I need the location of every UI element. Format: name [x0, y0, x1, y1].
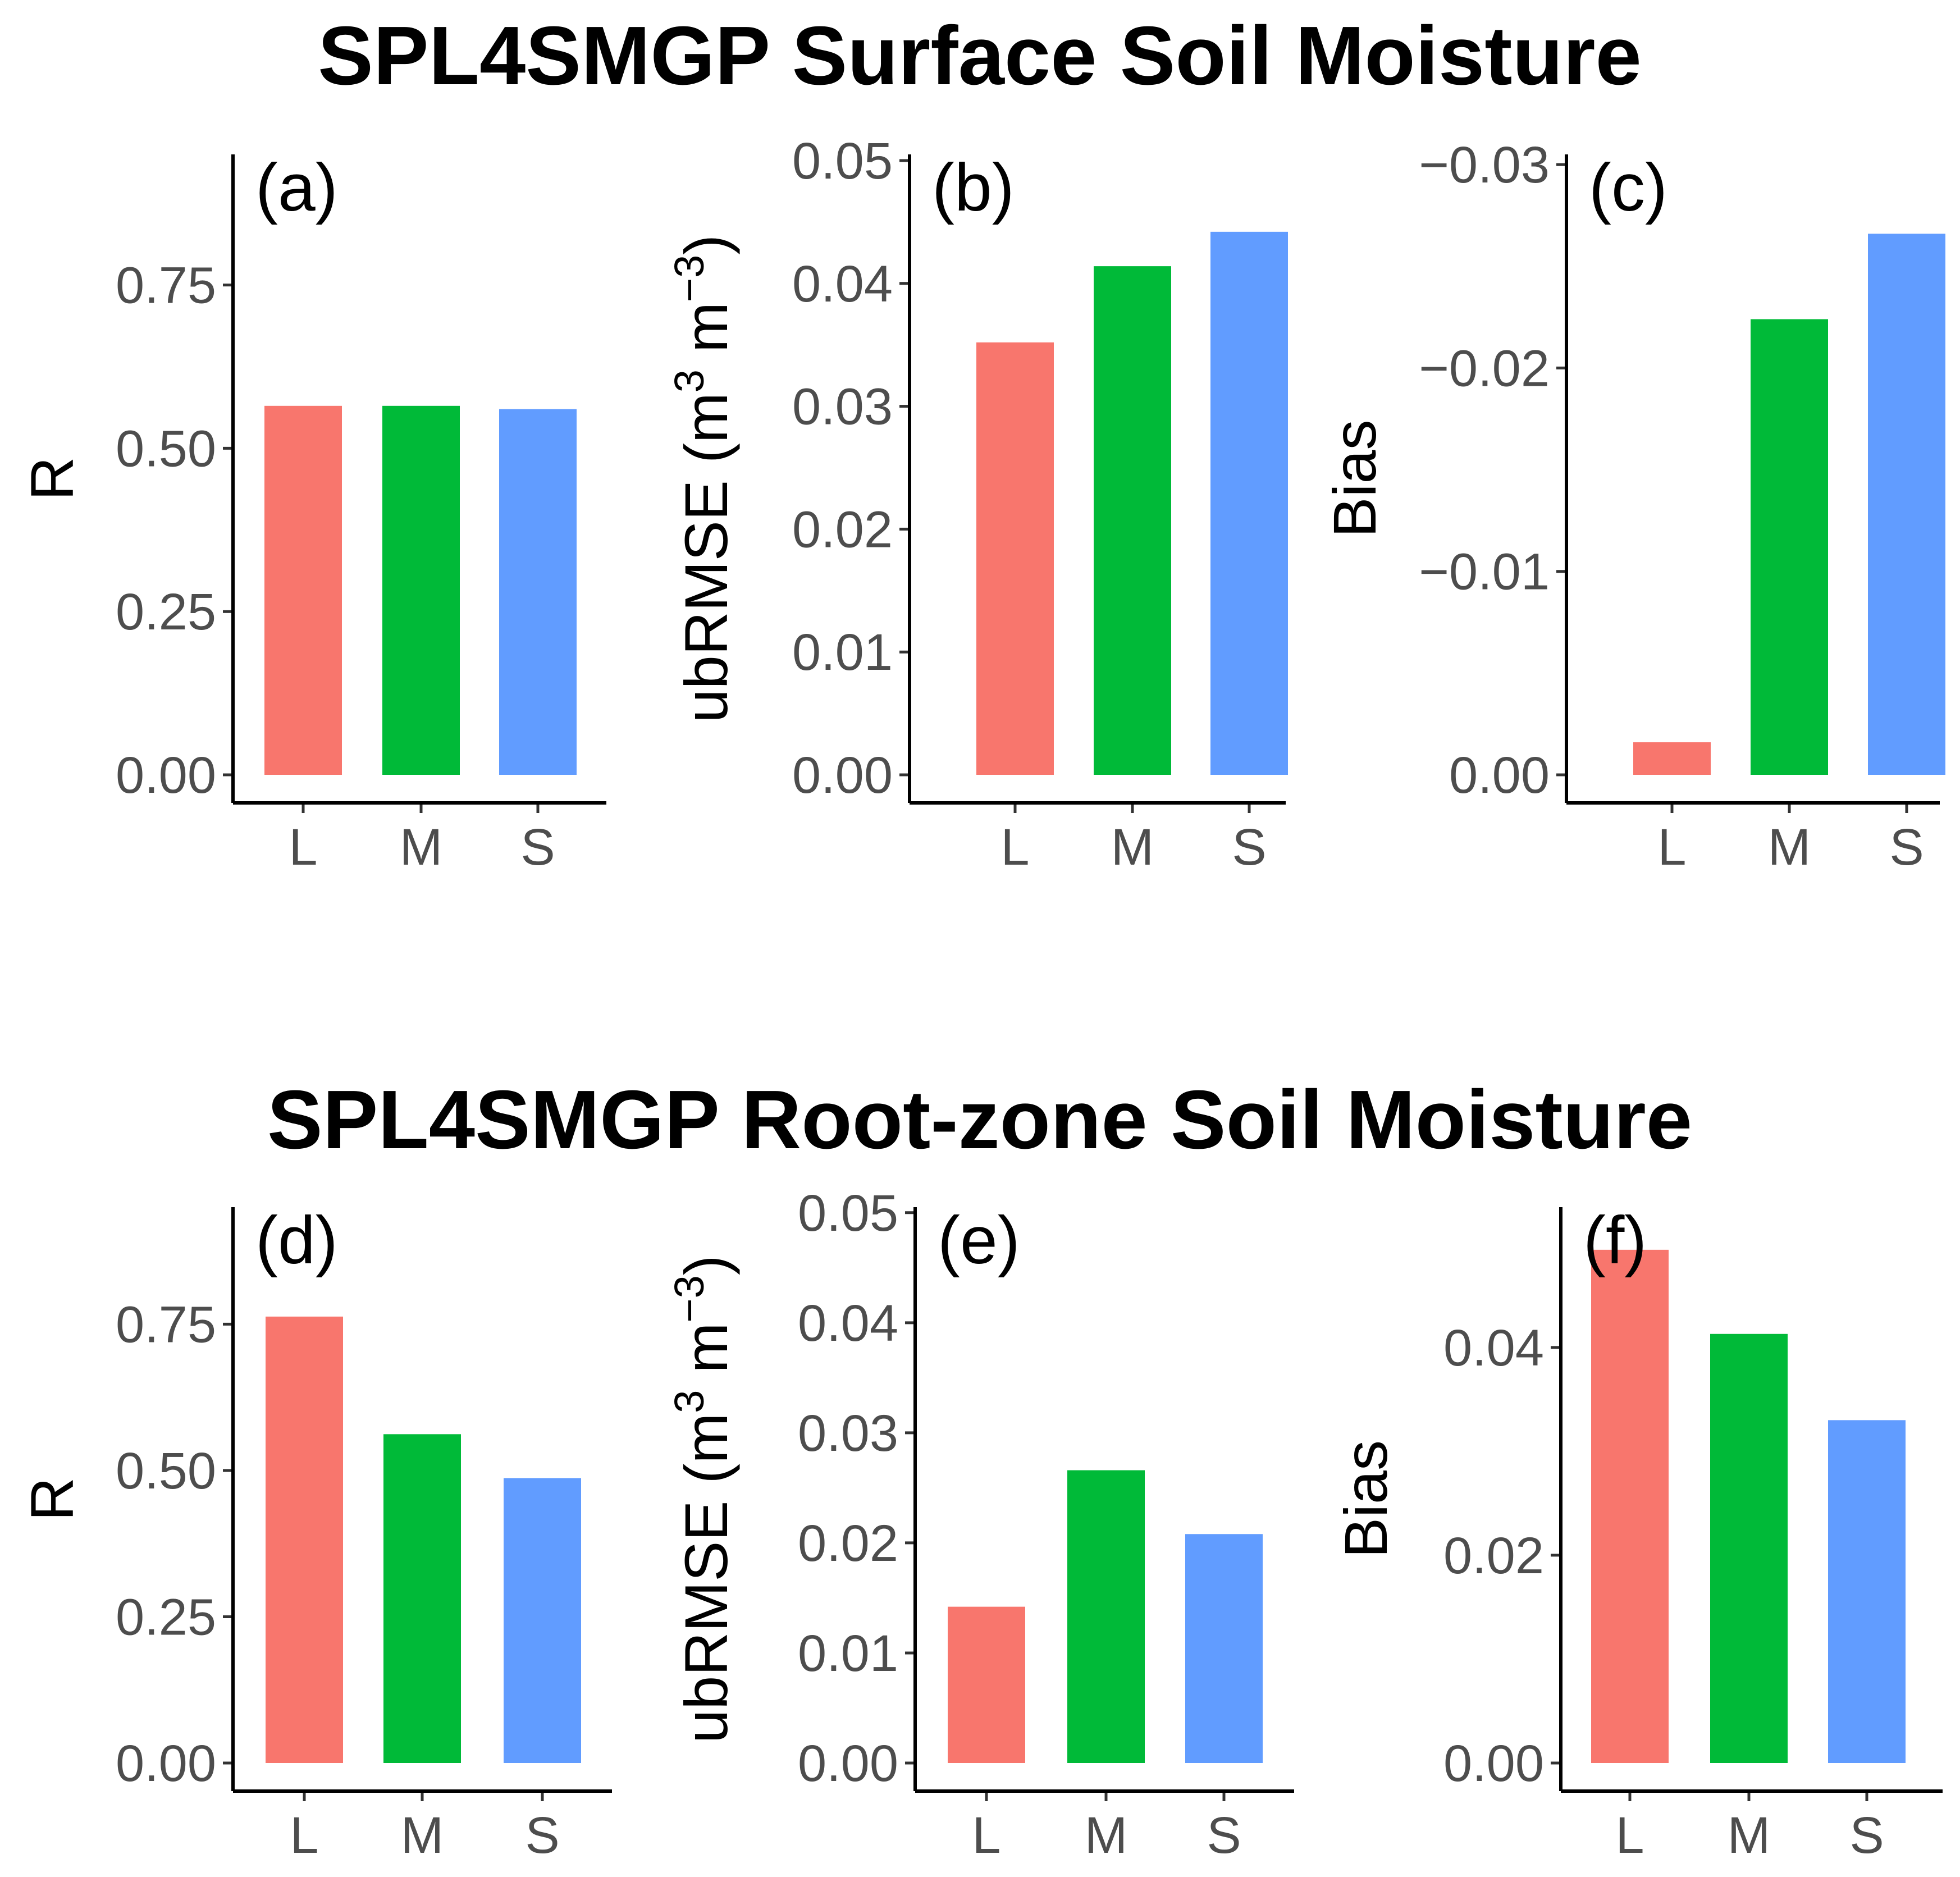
- y-tick-label: 0.03: [792, 378, 893, 436]
- chart-panel-b: L M S 0.00 0.01 0.02 0.03 0.04 0.05 (b) ubRMSE (m3…: [666, 133, 1288, 876]
- y-tick-label: 0.04: [792, 255, 893, 313]
- y-tick-label: 0.25: [116, 583, 216, 641]
- y-tick-label: 0.04: [1443, 1319, 1544, 1377]
- x-tick-label: M: [401, 1807, 444, 1864]
- x-tick-label: L: [1657, 819, 1686, 876]
- y-axis-title: R: [18, 457, 86, 501]
- y-tick-label: 0.01: [792, 624, 893, 681]
- bar-S: [504, 1478, 581, 1763]
- y-tick-label: 0.00: [798, 1735, 898, 1792]
- panel-label: (a): [255, 150, 338, 225]
- bar-M: [1067, 1470, 1145, 1763]
- y-tick-label: 0.02: [798, 1515, 898, 1572]
- y-tick-label: 0.05: [792, 133, 893, 190]
- x-tick-label: M: [1085, 1807, 1128, 1864]
- bar-L: [976, 342, 1054, 775]
- chart-panel-e: L M S 0.00 0.01 0.02 0.03 0.04 0.05 (e) ubRMSE (m3…: [666, 1185, 1294, 1864]
- panel-label: (c): [1589, 150, 1667, 225]
- chart-panel-f: L M S 0.00 0.02 0.04 (f) Bias: [1332, 1203, 1943, 1864]
- y-tick-label: 0.00: [116, 747, 216, 804]
- x-tick-label: S: [1232, 819, 1266, 876]
- y-tick-label: 0.01: [798, 1625, 898, 1682]
- bar-L: [264, 405, 342, 775]
- y-axis-title: Bias: [1332, 1440, 1400, 1558]
- bar-S: [1185, 1534, 1263, 1763]
- x-tick-label: M: [1728, 1807, 1771, 1864]
- chart-panel-c: L M S 0.00 −0.01 −0.02 −0.03 (c) Bias: [1321, 136, 1945, 876]
- y-tick-label: 0.02: [792, 501, 893, 558]
- panel-label: (e): [938, 1203, 1020, 1278]
- x-tick-label: L: [972, 1807, 1000, 1864]
- bar-M: [1710, 1333, 1788, 1763]
- panel-label: (f): [1583, 1203, 1647, 1278]
- panels: L M S 0.00 0.25 0.50 0.75 (a) R L M S 0.00 0.01 0.02 0.…: [18, 133, 1945, 1864]
- y-tick-label: 0.00: [116, 1735, 216, 1792]
- x-tick-label: S: [520, 819, 555, 876]
- y-tick-label: 0.00: [1449, 747, 1550, 804]
- chart-panel-a: L M S 0.00 0.25 0.50 0.75 (a) R: [18, 150, 606, 876]
- panel-label: (d): [255, 1203, 338, 1278]
- y-tick-label: −0.01: [1419, 544, 1550, 601]
- chart-panel-d: L M S 0.00 0.25 0.50 0.75 (d) R: [18, 1203, 612, 1864]
- y-tick-label: 0.75: [116, 1296, 216, 1353]
- x-tick-label: L: [290, 1807, 318, 1864]
- x-tick-label: L: [1615, 1807, 1644, 1864]
- x-tick-label: S: [1207, 1807, 1241, 1864]
- bar-S: [1210, 231, 1288, 775]
- bar-L: [1633, 742, 1711, 775]
- y-tick-label: −0.03: [1419, 136, 1550, 194]
- x-tick-label: M: [400, 819, 443, 876]
- y-tick-label: 0.05: [798, 1185, 898, 1242]
- y-tick-label: 0.00: [1443, 1735, 1544, 1792]
- y-axis-title: ubRMSE (m3 m−3): [666, 235, 740, 723]
- x-tick-label: S: [525, 1807, 559, 1864]
- panel-label: (b): [932, 150, 1015, 225]
- y-tick-label: 0.25: [116, 1588, 216, 1646]
- bar-L: [1591, 1249, 1669, 1763]
- bar-S: [499, 409, 577, 775]
- bar-M: [1094, 266, 1171, 775]
- y-axis-title: Bias: [1321, 419, 1388, 537]
- bar-M: [382, 405, 460, 775]
- y-tick-label: 0.00: [792, 747, 893, 804]
- bar-S: [1828, 1420, 1906, 1763]
- section-title-surface: SPL4SMGP Surface Soil Moisture: [318, 10, 1642, 102]
- section-title-rootzone: SPL4SMGP Root-zone Soil Moisture: [267, 1074, 1692, 1166]
- y-tick-label: 0.03: [798, 1405, 898, 1462]
- bar-M: [383, 1434, 461, 1763]
- x-tick-label: L: [1000, 819, 1029, 876]
- x-tick-label: M: [1111, 819, 1154, 876]
- x-tick-label: S: [1849, 1807, 1884, 1864]
- x-tick-label: L: [289, 819, 317, 876]
- y-tick-label: 0.50: [116, 420, 216, 477]
- y-axis-title: ubRMSE (m3 m−3): [666, 1255, 740, 1743]
- y-tick-label: 0.02: [1443, 1527, 1544, 1584]
- bar-L: [948, 1606, 1025, 1763]
- x-tick-label: S: [1889, 819, 1924, 876]
- y-tick-label: −0.02: [1419, 340, 1550, 397]
- y-axis-title: R: [18, 1477, 86, 1521]
- x-tick-label: M: [1768, 819, 1811, 876]
- y-tick-label: 0.50: [116, 1442, 216, 1500]
- y-tick-label: 0.04: [798, 1295, 898, 1352]
- y-tick-label: 0.75: [116, 257, 216, 314]
- bar-M: [1751, 319, 1828, 775]
- bar-L: [266, 1316, 343, 1763]
- bar-S: [1868, 234, 1945, 775]
